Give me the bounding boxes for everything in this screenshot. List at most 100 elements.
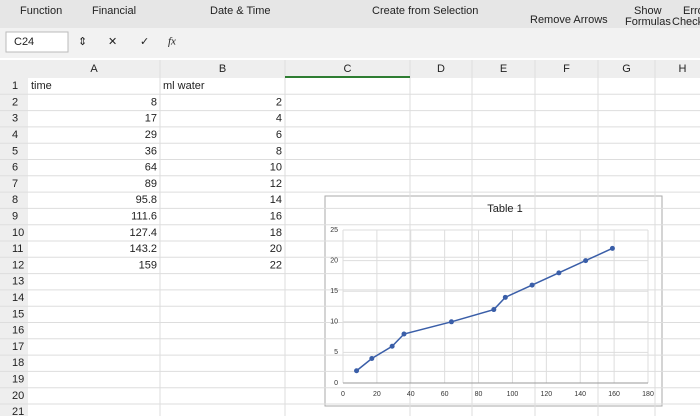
- cell[interactable]: 89: [145, 178, 157, 190]
- row-header[interactable]: 6: [12, 162, 18, 174]
- data-point: [491, 307, 497, 313]
- row-header[interactable]: 12: [12, 259, 24, 271]
- y-tick-label: 20: [330, 257, 338, 264]
- enter-button[interactable]: ✓: [140, 36, 149, 48]
- data-point: [401, 331, 407, 337]
- cell[interactable]: 10: [270, 162, 282, 174]
- column-header[interactable]: H: [679, 63, 687, 75]
- row-header[interactable]: 16: [12, 325, 24, 337]
- cell[interactable]: 8: [151, 96, 157, 108]
- cell[interactable]: 2: [276, 96, 282, 108]
- row-header[interactable]: 8: [12, 194, 18, 206]
- data-point: [609, 245, 615, 251]
- fx-button[interactable]: fx: [168, 36, 176, 48]
- cell[interactable]: 14: [270, 194, 282, 206]
- row-header[interactable]: 19: [12, 373, 24, 385]
- x-tick-label: 140: [574, 391, 586, 398]
- column-header[interactable]: A: [90, 63, 98, 75]
- data-point: [583, 258, 589, 264]
- row-header[interactable]: 11: [12, 243, 23, 255]
- cell[interactable]: time: [31, 80, 52, 92]
- row-header[interactable]: 15: [12, 308, 24, 320]
- x-tick-label: 120: [540, 391, 552, 398]
- chart-frame[interactable]: [324, 195, 663, 407]
- row-header[interactable]: 4: [12, 129, 18, 141]
- cell[interactable]: 17: [145, 113, 157, 125]
- ribbon-button[interactable]: Check: [672, 16, 700, 28]
- cell[interactable]: 20: [270, 243, 282, 255]
- cell[interactable]: 95.8: [136, 194, 157, 206]
- y-tick-label: 0: [334, 380, 338, 387]
- ribbon-button[interactable]: Create from Selection: [372, 5, 478, 17]
- row-header[interactable]: 3: [12, 113, 18, 125]
- row-header[interactable]: 5: [12, 145, 18, 157]
- column-header[interactable]: E: [500, 63, 507, 75]
- cell[interactable]: 159: [139, 259, 157, 271]
- x-tick-label: 60: [441, 391, 449, 398]
- column-header[interactable]: D: [437, 63, 445, 75]
- cancel-button[interactable]: ✕: [108, 36, 117, 48]
- cell[interactable]: 127.4: [129, 227, 157, 239]
- cell[interactable]: 8: [276, 145, 282, 157]
- row-header[interactable]: 21: [12, 406, 24, 416]
- ribbon-button[interactable]: Erro: [683, 5, 700, 17]
- y-tick-label: 5: [334, 349, 338, 356]
- column-header[interactable]: B: [219, 63, 226, 75]
- cell[interactable]: 16: [270, 210, 282, 222]
- name-box[interactable]: [5, 31, 69, 53]
- row-header-bar: [0, 78, 28, 416]
- row-header[interactable]: 7: [12, 178, 18, 190]
- x-tick-label: 0: [341, 391, 345, 398]
- ribbon-button[interactable]: Function: [20, 5, 62, 17]
- chart-title: Table 1: [487, 203, 522, 215]
- x-tick-label: 180: [642, 391, 654, 398]
- row-header[interactable]: 20: [12, 390, 24, 402]
- row-header[interactable]: 14: [12, 292, 24, 304]
- cell[interactable]: 4: [276, 113, 282, 125]
- ribbon-button[interactable]: Date & Time: [210, 5, 271, 17]
- row-header[interactable]: 2: [12, 96, 18, 108]
- x-tick-label: 160: [608, 391, 620, 398]
- cell[interactable]: 18: [270, 227, 282, 239]
- row-header[interactable]: 17: [12, 341, 24, 353]
- column-header[interactable]: F: [563, 63, 570, 75]
- data-point: [369, 356, 375, 362]
- row-header[interactable]: 10: [12, 227, 24, 239]
- x-tick-label: 100: [507, 391, 519, 398]
- ribbon-button[interactable]: Formulas: [625, 16, 671, 28]
- cell[interactable]: 143.2: [129, 243, 157, 255]
- column-header[interactable]: G: [622, 63, 631, 75]
- row-header[interactable]: 18: [12, 357, 24, 369]
- cell[interactable]: 29: [145, 129, 157, 141]
- cell[interactable]: 64: [145, 162, 157, 174]
- column-header[interactable]: C: [344, 63, 352, 75]
- data-point: [502, 294, 508, 300]
- cell[interactable]: ml water: [163, 80, 205, 92]
- y-tick-label: 25: [330, 227, 338, 234]
- ribbon-button[interactable]: Show: [634, 5, 662, 17]
- data-point: [556, 270, 562, 276]
- ribbon-button[interactable]: Financial: [92, 5, 136, 17]
- cell[interactable]: 111.6: [131, 210, 157, 222]
- cell[interactable]: 36: [145, 145, 157, 157]
- data-point: [389, 343, 395, 349]
- y-tick-label: 10: [330, 319, 338, 326]
- cell[interactable]: 22: [270, 259, 282, 271]
- y-tick-label: 15: [330, 288, 338, 295]
- x-tick-label: 40: [407, 391, 415, 398]
- name-box-text: C24: [14, 36, 34, 48]
- column-header-bar: [0, 60, 700, 78]
- row-header[interactable]: 1: [12, 80, 18, 92]
- cell[interactable]: 12: [270, 178, 282, 190]
- row-header[interactable]: 9: [12, 210, 18, 222]
- stepper[interactable]: ⇕: [78, 36, 87, 48]
- row-header[interactable]: 13: [12, 276, 24, 288]
- x-tick-label: 80: [475, 391, 483, 398]
- cell[interactable]: 6: [276, 129, 282, 141]
- data-point: [529, 282, 535, 288]
- ribbon: [0, 0, 700, 28]
- ribbon-button[interactable]: Remove Arrows: [530, 14, 608, 26]
- data-point: [354, 368, 360, 374]
- x-tick-label: 20: [373, 391, 381, 398]
